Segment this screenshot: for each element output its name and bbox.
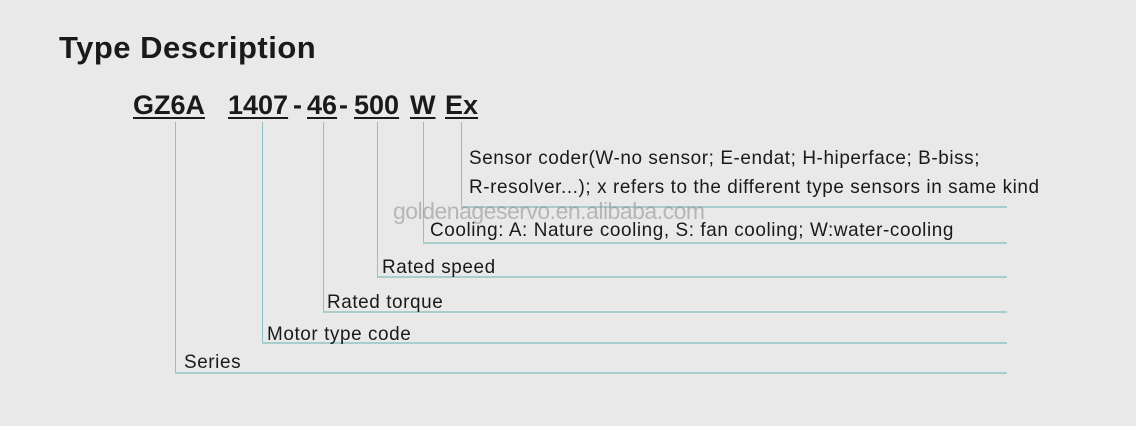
sensor-label-line1: Sensor coder(W-no sensor; E-endat; H-hip… [469,147,981,169]
code-sensor: Ex [445,90,479,120]
cooling-label: Cooling: A: Nature cooling, S: fan cooli… [430,219,954,241]
speed-label: Rated speed [382,256,496,278]
series-label: Series [184,351,242,373]
torque-leader-line [323,122,324,313]
page-title: Type Description [59,30,317,65]
motor-type-leader-line [262,122,263,344]
motor-type-underline [262,342,1007,344]
watermark: goldenageservo.en.alibaba.com [393,198,705,224]
sensor-label-line2: R-resolver...); x refers to the differen… [469,176,1040,198]
series-underline [175,372,1007,374]
code-separator: - [293,90,302,120]
code-series: GZ6A [133,90,206,120]
sensor-leader-line [461,122,462,208]
speed-underline [377,276,1007,278]
code-motor-type: 1407 [228,90,289,120]
cooling-underline [423,242,1007,244]
code-cooling: W [410,90,436,120]
series-leader-line [175,122,176,374]
motor-type-label: Motor type code [267,323,412,345]
code-separator: - [339,90,348,120]
cooling-leader-line [423,122,424,244]
code-torque: 46 [307,90,338,120]
speed-leader-line [377,122,378,278]
torque-label: Rated torque [327,291,444,313]
sensor-underline [461,206,1007,208]
torque-underline [323,311,1007,313]
code-speed: 500 [354,90,400,120]
